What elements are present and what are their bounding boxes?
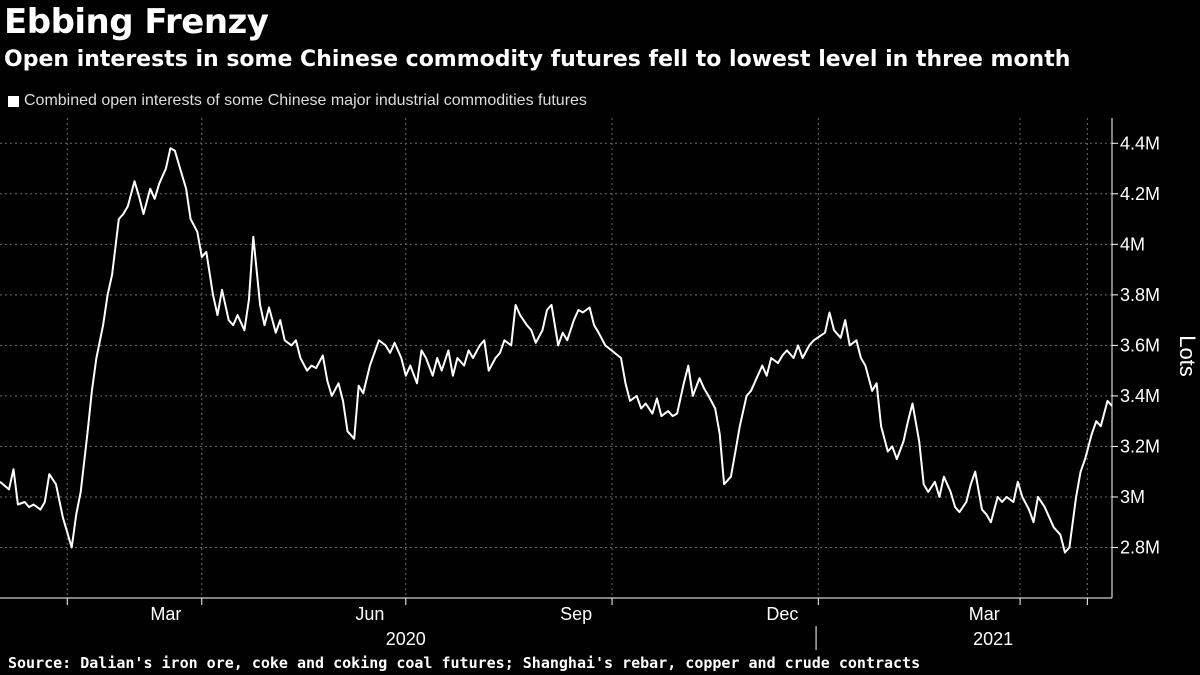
legend-swatch bbox=[8, 95, 19, 107]
x-tick-label: Mar bbox=[969, 604, 1000, 624]
x-tick-label: Dec bbox=[766, 604, 798, 624]
y-tick-label: 3.6M bbox=[1120, 335, 1160, 355]
y-tick-label: 3M bbox=[1120, 487, 1145, 507]
y-tick-label: 3.8M bbox=[1120, 285, 1160, 305]
legend-label: Combined open interests of some Chinese … bbox=[24, 92, 587, 109]
y-axis-title: Lots bbox=[1175, 335, 1200, 377]
chart-title: Ebbing Frenzy bbox=[4, 2, 269, 42]
axis-layer bbox=[0, 118, 1118, 650]
y-tick-label: 3.2M bbox=[1120, 436, 1160, 456]
y-tick-label: 3.4M bbox=[1120, 386, 1160, 406]
x-tick-label: Sep bbox=[560, 604, 592, 624]
legend: Combined open interests of some Chinese … bbox=[8, 92, 587, 110]
series-layer bbox=[0, 147, 1113, 554]
x-tick-label: Mar bbox=[150, 604, 181, 624]
y-tick-label: 4M bbox=[1120, 234, 1145, 254]
y-tick-label: 4.4M bbox=[1120, 133, 1160, 153]
y-tick-label: 2.8M bbox=[1120, 537, 1160, 557]
grid-layer bbox=[0, 118, 1112, 598]
x-year-label: 2020 bbox=[386, 629, 426, 649]
x-tick-label: Jun bbox=[355, 604, 384, 624]
y-tick-label: 4.2M bbox=[1120, 184, 1160, 204]
series-line bbox=[0, 147, 1113, 554]
x-year-label: 2021 bbox=[973, 629, 1013, 649]
chart-subtitle: Open interests in some Chinese commodity… bbox=[4, 47, 1071, 72]
label-layer: 2.8M 3M 3.2M 3.4M 3.6M 3.8M 4M 4.2M 4.4M Mar Jun Se… bbox=[150, 133, 1200, 649]
source-note: Source: Dalian's iron ore, coke and coki… bbox=[8, 654, 921, 672]
